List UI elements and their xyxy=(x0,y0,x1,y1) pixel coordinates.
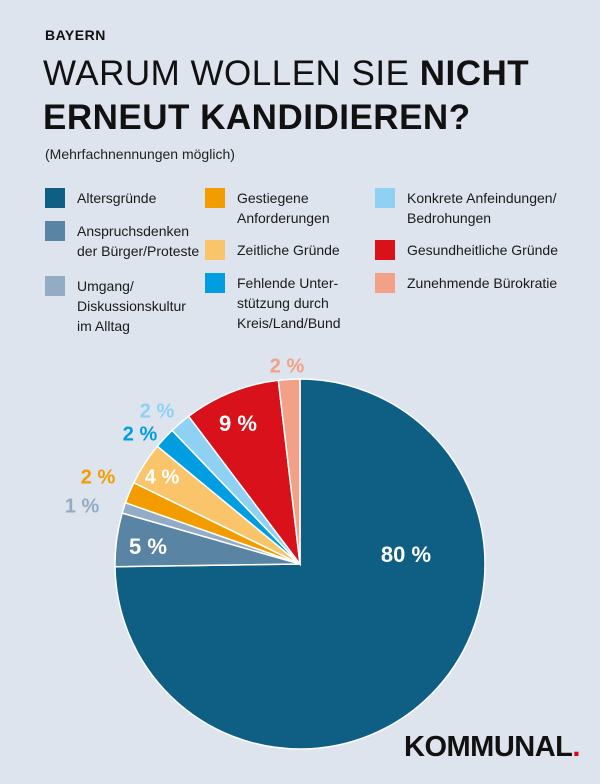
legend-item: Gestiegene Anforderungen xyxy=(205,188,330,228)
legend-item: Altersgründe xyxy=(45,188,156,208)
pie-slice xyxy=(187,379,302,567)
legend-swatch xyxy=(375,273,395,293)
legend-item: Anspruchsdenken der Bürger/Proteste xyxy=(45,221,199,261)
legend-label: Fehlende Unter- stützung durch Kreis/Lan… xyxy=(237,275,341,331)
legend-label: Zeitliche Gründe xyxy=(237,242,340,258)
legend-swatch xyxy=(45,276,65,296)
kommunal-logo: KOMMUNAL. xyxy=(404,731,580,764)
legend-label: Gesundheitliche Gründe xyxy=(407,242,558,258)
legend-swatch xyxy=(205,273,225,293)
logo-text: KOMMUNAL xyxy=(404,731,573,763)
chart-title: WARUM WOLLEN SIE NICHT ERNEUT KANDIDIERE… xyxy=(43,52,583,140)
legend-item: Fehlende Unter- stützung durch Kreis/Lan… xyxy=(205,273,341,333)
region-label: BAYERN xyxy=(45,27,106,43)
pie-slice xyxy=(277,378,301,565)
legend-swatch xyxy=(45,188,65,208)
legend-swatch xyxy=(205,240,225,260)
legend-swatch xyxy=(375,188,395,208)
legend-swatch xyxy=(375,240,395,260)
title-bold-part-2: ERNEUT KANDIDIEREN? xyxy=(43,98,471,137)
slice-data-label: 2 % xyxy=(270,355,305,377)
slice-data-label: 4 % xyxy=(145,466,180,488)
pie-slice xyxy=(114,378,486,750)
legend-label: Konkrete Anfeindungen/ Bedrohungen xyxy=(407,190,557,226)
slice-data-label: 5 % xyxy=(129,534,167,559)
slice-data-label: 80 % xyxy=(381,542,431,567)
slice-data-label: 1 % xyxy=(65,495,100,517)
legend-swatch xyxy=(205,188,225,208)
slice-data-label: 2 % xyxy=(140,400,175,422)
legend-item: Zunehmende Bürokratie xyxy=(375,273,557,293)
legend-label: Zunehmende Bürokratie xyxy=(407,275,558,291)
title-light-part: WARUM WOLLEN SIE xyxy=(43,54,420,93)
legend-label: Gestiegene Anforderungen xyxy=(237,190,330,226)
legend-item: Konkrete Anfeindungen/ Bedrohungen xyxy=(375,188,556,228)
legend-label: Umgang/ Diskussionskultur im Alltag xyxy=(77,278,186,334)
legend-label: Anspruchsdenken der Bürger/Proteste xyxy=(77,223,200,259)
slice-data-label: 2 % xyxy=(123,423,158,445)
chart-subtitle: (Mehrfachnennungen möglich) xyxy=(45,146,235,162)
legend-label: Altersgründe xyxy=(77,190,157,206)
legend-swatch xyxy=(45,221,65,241)
slice-data-label: 9 % xyxy=(219,411,257,436)
slice-data-label: 2 % xyxy=(81,466,116,488)
logo-dot: . xyxy=(572,731,580,763)
title-bold-part-1: NICHT xyxy=(419,54,530,93)
legend-item: Zeitliche Gründe xyxy=(205,240,340,260)
legend-item: Gesundheitliche Gründe xyxy=(375,240,558,260)
legend-item: Umgang/ Diskussionskultur im Alltag xyxy=(45,276,186,336)
